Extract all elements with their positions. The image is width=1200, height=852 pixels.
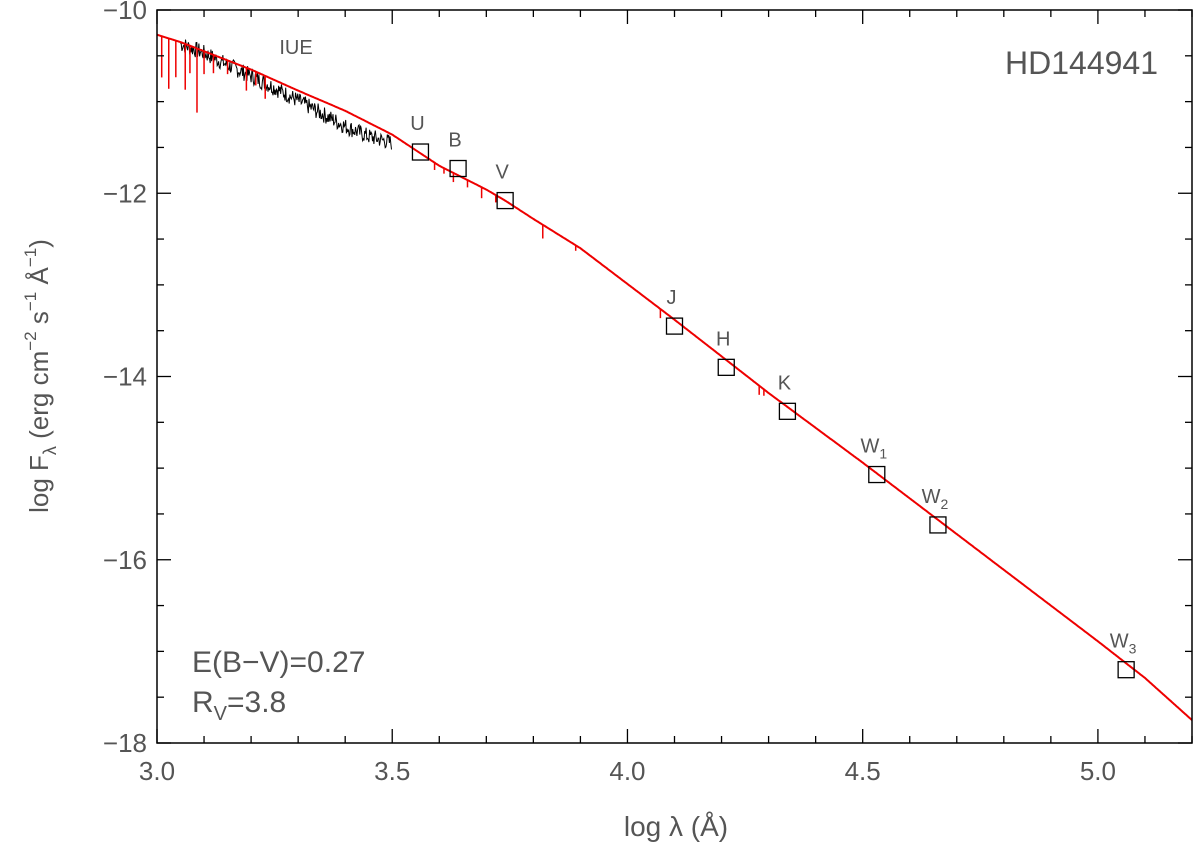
photometry-point-w2 <box>929 516 947 534</box>
model-spectrum-layer <box>157 33 1192 721</box>
photometry-point-w1 <box>868 465 886 484</box>
photometry-point-u <box>411 143 430 161</box>
photometry-label-w1: W1 <box>860 436 887 462</box>
x-axis-label: log λ (Å) <box>624 811 728 842</box>
chart-title: HD144941 <box>1005 45 1158 81</box>
iue-label: IUE <box>279 37 312 59</box>
x-tick-label: 5.0 <box>1080 756 1116 786</box>
axes-layer: 3.0 3.5 4.0 4.5 5.0 −10 −12 −14 −16 −18 <box>103 0 1193 786</box>
ebv-annotation: E(B−V)=0.27 <box>192 646 365 679</box>
photometry-label-k: K <box>778 372 792 394</box>
y-tick-label: −18 <box>103 728 147 758</box>
photometry-point-v <box>496 191 514 210</box>
photometry-layer: U B V J H K W1 W2 W3 <box>410 113 1137 679</box>
photometry-label-w3: W3 <box>1110 631 1137 657</box>
photometry-label-v: V <box>495 162 509 184</box>
photometry-point-h <box>717 358 735 376</box>
rv-annotation: RV=3.8 <box>192 686 286 725</box>
photometry-point-w3 <box>1117 661 1135 679</box>
photometry-label-w2: W2 <box>922 486 949 512</box>
photometry-label-j: J <box>667 287 677 309</box>
x-tick-label: 3.0 <box>139 756 175 786</box>
photometry-point-j <box>665 317 684 335</box>
photometry-label-u: U <box>410 113 424 135</box>
y-tick-label: −10 <box>103 0 147 25</box>
plot-frame <box>156 9 1193 744</box>
y-tick-label: −12 <box>103 178 147 208</box>
x-tick-label: 4.5 <box>845 756 881 786</box>
y-tick-label: −14 <box>103 362 147 392</box>
y-tick-label: −16 <box>103 545 147 575</box>
photometry-label-h: H <box>716 328 730 350</box>
model-spectrum-line <box>157 33 1192 721</box>
y-axis-label: log Fλ (erg cm−2 s−1 Å−1) <box>21 239 60 513</box>
x-tick-label: 3.5 <box>374 756 410 786</box>
photometry-point-k <box>778 402 797 420</box>
photometry-point-b <box>449 159 467 178</box>
photometry-label-b: B <box>448 130 461 152</box>
x-tick-label: 4.0 <box>609 756 645 786</box>
